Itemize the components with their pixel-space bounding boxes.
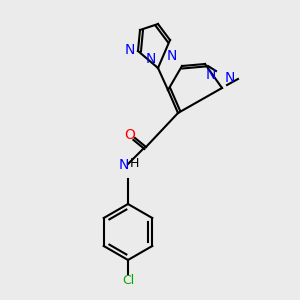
Text: N: N	[146, 52, 156, 66]
Text: Cl: Cl	[122, 274, 134, 287]
Text: N: N	[124, 43, 135, 57]
Text: N: N	[206, 68, 216, 82]
Text: N: N	[119, 158, 129, 172]
Text: O: O	[124, 128, 135, 142]
Text: N: N	[167, 49, 177, 63]
Text: H: H	[129, 157, 139, 170]
Text: N: N	[225, 71, 236, 85]
